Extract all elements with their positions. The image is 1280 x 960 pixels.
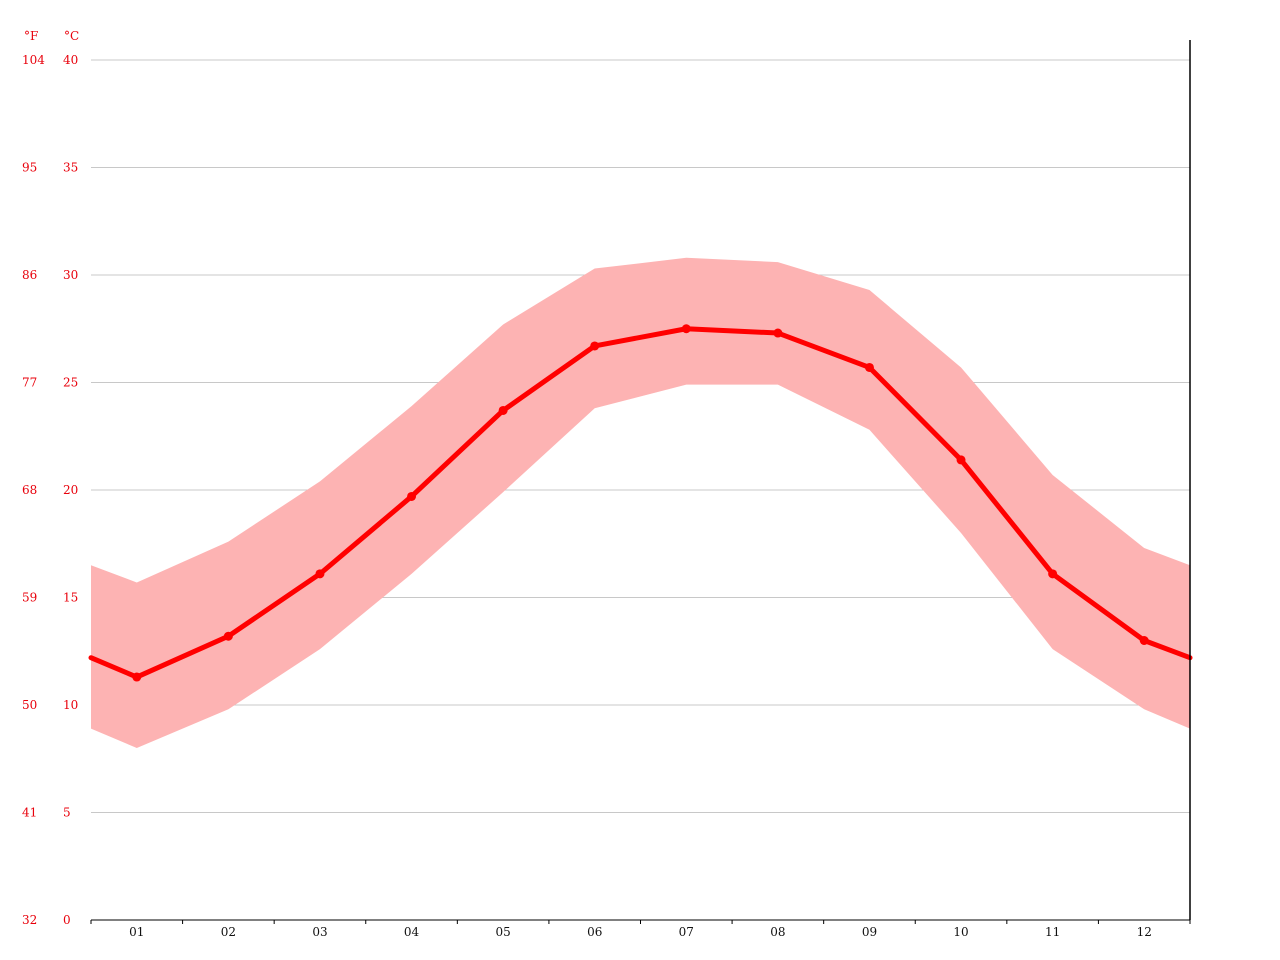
temperature-range-band	[91, 257, 1190, 748]
x-tick-label-08: 08	[770, 925, 785, 939]
x-tick-label-12: 12	[1137, 925, 1152, 939]
mean-point-01	[132, 672, 142, 682]
grid-lines	[91, 59, 1190, 813]
y-tick-label-f-68: 68	[22, 483, 37, 497]
y-tick-label-c-5: 5	[63, 806, 71, 820]
y-tick-label-c-40: 40	[63, 53, 78, 67]
unit-label-fahrenheit: °F	[24, 29, 38, 43]
mean-point-07	[681, 324, 691, 334]
y-tick-label-f-41: 41	[22, 806, 37, 820]
y-tick-label-c-35: 35	[63, 161, 78, 175]
y-tick-label-f-77: 77	[22, 376, 37, 390]
x-tick-label-07: 07	[679, 925, 694, 939]
y-axis-tick-labels: °F °C 32 0 41 5 50 10 59 15 68 20 77 25 86 30 95 35 104 4…	[22, 29, 79, 927]
mean-point-09	[864, 362, 874, 372]
x-tick-label-04: 04	[404, 925, 420, 939]
mean-point-04	[407, 491, 417, 501]
y-tick-label-c-0: 0	[63, 913, 71, 927]
min-max-temperature-band	[91, 257, 1190, 748]
mean-point-12	[1139, 636, 1149, 645]
unit-label-celsius: °C	[64, 29, 79, 43]
y-tick-label-c-10: 10	[63, 698, 78, 712]
x-tick-label-03: 03	[312, 925, 327, 939]
x-tick-label-11: 11	[1045, 925, 1060, 939]
y-tick-label-f-95: 95	[22, 161, 37, 175]
x-axis-tick-labels: 01 02 03 04 05 06 07 08 09 10 11 12	[129, 925, 1152, 939]
mean-temperature-line	[88, 326, 1193, 680]
y-tick-label-f-32: 32	[22, 913, 37, 927]
mean-point-02	[223, 631, 233, 641]
mean-point-11	[1048, 569, 1058, 579]
x-tick-label-05: 05	[495, 925, 510, 939]
y-tick-label-c-15: 15	[63, 591, 78, 605]
mean-point-06	[590, 341, 600, 351]
x-tick-label-10: 10	[953, 925, 968, 939]
y-tick-label-f-86: 86	[22, 268, 37, 282]
mean-point-05	[498, 405, 508, 415]
y-tick-label-f-104: 104	[22, 53, 45, 67]
x-tick-label-02: 02	[221, 925, 236, 939]
axes	[90, 40, 1191, 924]
y-tick-label-f-59: 59	[22, 591, 37, 605]
mean-point-08	[773, 328, 783, 338]
y-tick-label-f-50: 50	[22, 698, 37, 712]
x-tick-label-01: 01	[129, 925, 144, 939]
y-tick-label-c-20: 20	[63, 483, 78, 497]
mean-temperature-series	[88, 324, 1193, 682]
mean-point-03	[315, 569, 325, 579]
y-tick-label-c-25: 25	[63, 376, 78, 390]
y-tick-label-c-30: 30	[63, 268, 78, 282]
x-tick-label-09: 09	[862, 925, 877, 939]
x-tick-label-06: 06	[587, 925, 602, 939]
mean-point-10	[956, 455, 966, 465]
